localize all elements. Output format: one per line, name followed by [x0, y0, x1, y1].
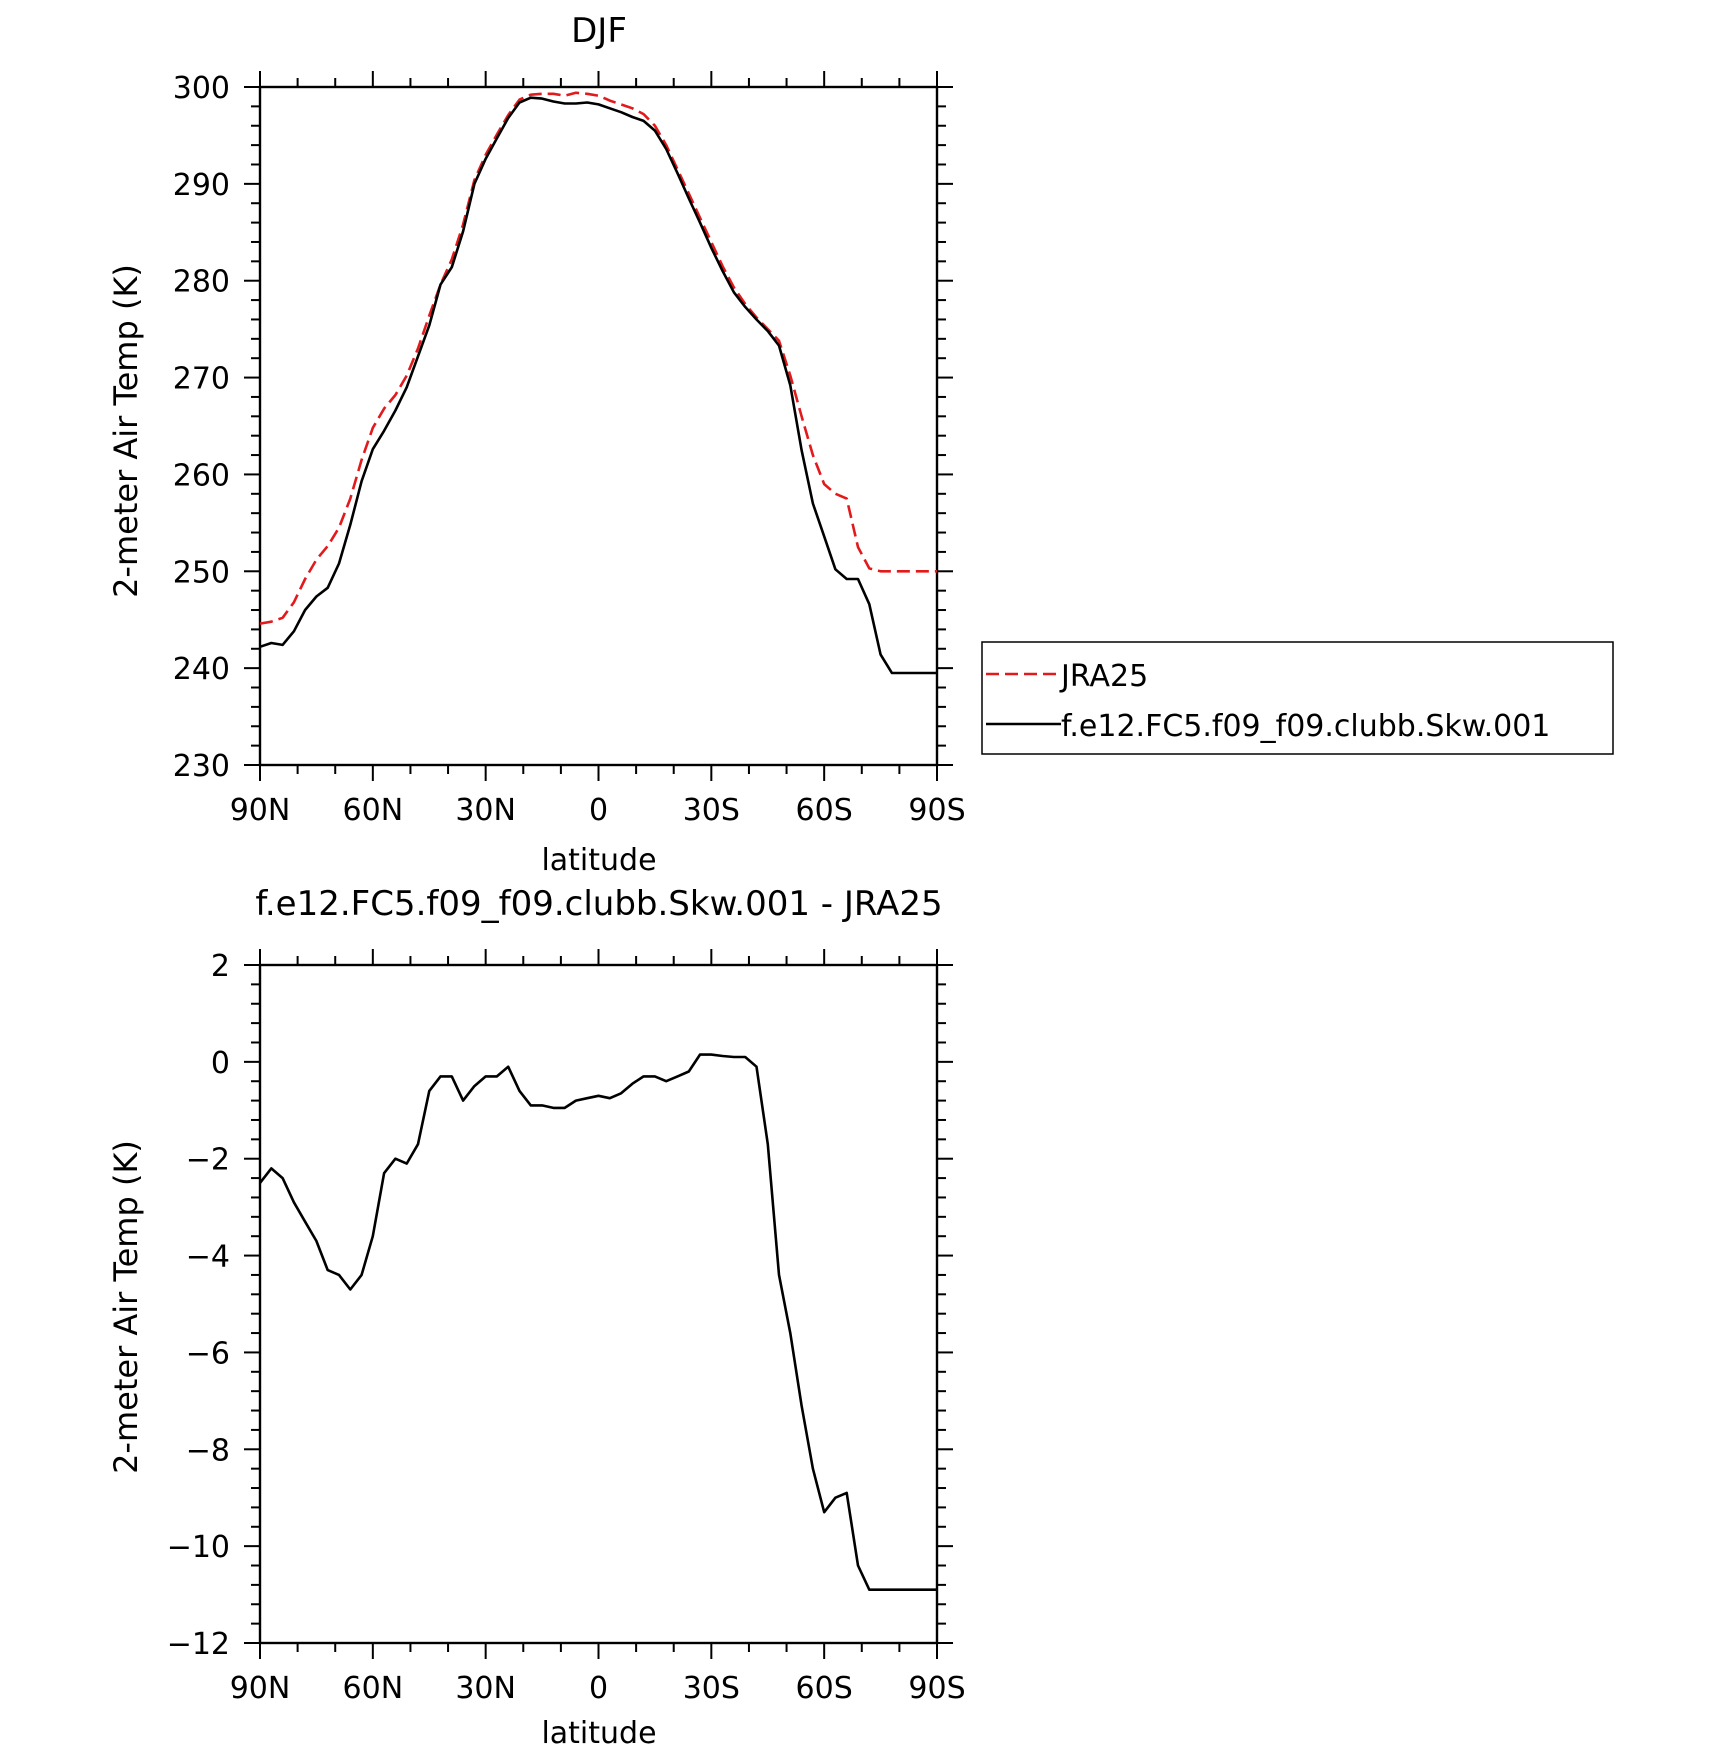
x-tick-label: 90N — [230, 793, 291, 828]
chart-title: f.e12.FC5.f09_f09.clubb.Skw.001 - JRA25 — [255, 884, 942, 924]
legend-label-jra25: JRA25 — [1059, 659, 1148, 694]
y-tick-label: 230 — [173, 749, 230, 784]
x-tick-label: 60N — [343, 1671, 404, 1706]
x-tick-label: 90N — [230, 1671, 291, 1706]
x-tick-label: 30S — [683, 793, 740, 828]
x-ticks: 90N 60N 30N 0 30S 60S 90S — [230, 949, 966, 1706]
temperature-panel: DJF 90N 60N 30N 0 30S 60S 90S 2302402502602702… — [107, 11, 966, 878]
y-tick-label: 290 — [173, 168, 230, 203]
plot-area — [258, 85, 939, 767]
plot-area — [258, 963, 939, 1645]
series-lines — [258, 1053, 937, 1591]
x-ticks: 90N 60N 30N 0 30S 60S 90S — [230, 71, 966, 828]
x-axis-label: latitude — [541, 1716, 656, 1751]
legend-label-model: f.e12.FC5.f09_f09.clubb.Skw.001 — [1061, 709, 1550, 744]
y-tick-label: 250 — [173, 555, 230, 590]
y-tick-label: 280 — [173, 265, 230, 300]
y-tick-label: −4 — [186, 1240, 230, 1275]
series-line-jra25 — [259, 91, 937, 625]
plot-frame — [258, 85, 939, 767]
y-tick-label: 2 — [211, 949, 230, 984]
plot-frame — [258, 963, 939, 1645]
y-axis-label: 2-meter Air Temp (K) — [107, 264, 145, 598]
x-tick-label: 90S — [908, 793, 965, 828]
x-tick-label: 0 — [589, 1671, 608, 1706]
legend: JRA25 f.e12.FC5.f09_f09.clubb.Skw.001 — [981, 641, 1614, 755]
y-tick-label: 0 — [211, 1046, 230, 1081]
x-tick-label: 60S — [796, 1671, 853, 1706]
x-tick-label: 90S — [908, 1671, 965, 1706]
y-tick-label: 300 — [173, 71, 230, 106]
y-tick-label: −10 — [167, 1530, 230, 1565]
y-tick-label: 240 — [173, 652, 230, 687]
y-tick-label: −12 — [167, 1627, 230, 1662]
y-tick-label: −6 — [186, 1336, 230, 1371]
y-tick-label: −8 — [186, 1433, 230, 1468]
series-line-diff-0 — [258, 1053, 937, 1591]
series-line-f-e12-fc5-f09-f09-clubb-skw-001 — [259, 96, 937, 675]
x-tick-label: 30N — [455, 1671, 516, 1706]
x-axis-label: latitude — [541, 843, 656, 878]
difference-panel: f.e12.FC5.f09_f09.clubb.Skw.001 - JRA25 … — [107, 884, 966, 1751]
y-axis-label: 2-meter Air Temp (K) — [107, 1140, 145, 1474]
series-lines — [259, 91, 937, 675]
y-tick-label: 260 — [173, 458, 230, 493]
y-ticks: 230 240 250 260 270 280 290 300 — [173, 71, 953, 784]
chart-title: DJF — [571, 11, 627, 51]
y-tick-label: −2 — [186, 1143, 230, 1178]
x-tick-label: 60N — [343, 793, 404, 828]
legend-box — [981, 641, 1614, 755]
y-tick-label: 270 — [173, 362, 230, 397]
x-tick-label: 60S — [796, 793, 853, 828]
y-ticks: 2 0 −2 −4 −6 −8 −10 −12 — [167, 949, 953, 1662]
x-tick-label: 0 — [589, 793, 608, 828]
x-tick-label: 30N — [455, 793, 516, 828]
x-tick-label: 30S — [683, 1671, 740, 1706]
